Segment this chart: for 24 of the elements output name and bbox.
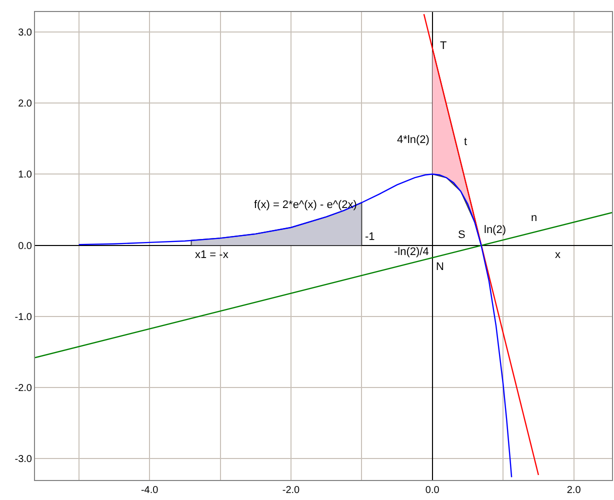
y-tick-label: -2.0 [14, 383, 32, 394]
y-tick-label: 0.0 [18, 240, 32, 252]
y-tick-label: 2.0 [18, 98, 32, 110]
y-tick-label: 3.0 [18, 27, 32, 38]
annotation: n [531, 212, 538, 224]
annotation: t [464, 136, 468, 148]
y-tick-label: -1.0 [14, 312, 32, 323]
annotation: -ln(2)/4 [394, 246, 429, 258]
annotation: 4*ln(2) [397, 134, 430, 146]
y-tick-label: -3.0 [14, 454, 32, 466]
annotation: x1 = -x [195, 249, 229, 261]
x-tick-label: -2.0 [282, 485, 300, 496]
x-tick-label: -4.0 [140, 485, 159, 496]
annotation: T [440, 40, 447, 52]
line-series [78, 174, 512, 478]
annotation: ln(2) [484, 224, 506, 236]
annotation: S [458, 229, 466, 241]
annotation: f(x) = 2*e^(x) - e^(2x) [254, 199, 357, 211]
x-tick-label: 2.0 [566, 485, 582, 496]
annotation: x [555, 249, 561, 261]
y-tick-label: 1.0 [18, 170, 32, 181]
annotation: N [436, 261, 444, 273]
x-tick-label: 0.0 [425, 485, 440, 496]
annotation: -1 [365, 231, 375, 243]
